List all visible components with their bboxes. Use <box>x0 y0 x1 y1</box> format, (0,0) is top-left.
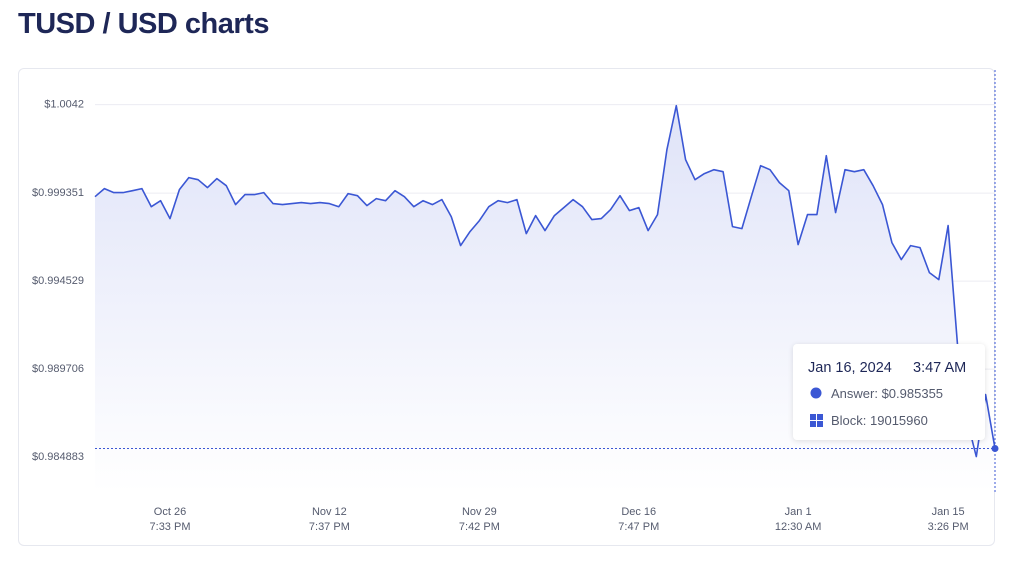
tooltip-date: Jan 16, 2024 <box>808 360 892 376</box>
x-tick-label: 7:47 PM <box>618 521 659 533</box>
y-tick-label: $0.994529 <box>32 275 84 287</box>
x-tick-label: Dec 16 <box>621 506 656 518</box>
line-area <box>95 105 995 492</box>
block-icon <box>810 414 823 427</box>
tooltip: Jan 16, 2024 3:47 AM Answer: $0.985355 B… <box>793 344 985 440</box>
x-tick-label: 7:33 PM <box>150 521 191 533</box>
tooltip-block: Block: 19015960 <box>831 413 928 428</box>
line <box>94 104 996 458</box>
x-tick-label: 12:30 AM <box>775 521 821 533</box>
x-tick-label: Oct 26 <box>154 506 186 518</box>
y-tick-label: $1.0042 <box>44 99 84 111</box>
y-tick-label: $0.989706 <box>32 363 84 375</box>
x-tick-label: Nov 29 <box>462 506 497 518</box>
tooltip-time: 3:47 AM <box>913 360 967 376</box>
answer-icon <box>810 387 822 399</box>
x-tick-label: 3:26 PM <box>928 521 969 533</box>
x-tick-label: Jan 15 <box>932 506 965 518</box>
x-tick-label: Nov 12 <box>312 506 347 518</box>
y-tick-label: $0.984883 <box>32 451 84 463</box>
y-tick-label: $0.999351 <box>32 187 84 199</box>
hover-point <box>991 444 999 452</box>
page-title: TUSD / USD charts <box>18 8 269 40</box>
x-tick-label: 7:37 PM <box>309 521 350 533</box>
x-tick-label: 7:42 PM <box>459 521 500 533</box>
tooltip-answer: Answer: $0.985355 <box>831 386 944 401</box>
x-tick-label: Jan 1 <box>785 506 812 518</box>
